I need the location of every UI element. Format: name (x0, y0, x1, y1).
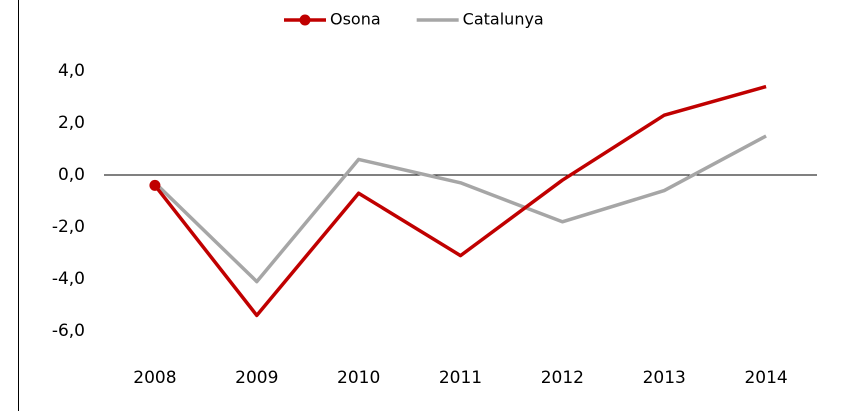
y-tick-label: 2,0 (58, 113, 85, 133)
x-tick-label: 2012 (541, 368, 584, 388)
legend-label: Osona (330, 10, 381, 29)
x-tick-label: 2009 (235, 368, 278, 388)
legend-label: Catalunya (463, 10, 544, 29)
x-tick-label: 2014 (744, 368, 787, 388)
y-tick-label: 0,0 (58, 165, 85, 185)
y-tick-label: -4,0 (52, 269, 85, 289)
line-series (153, 84, 767, 318)
y-tick-label: 4,0 (58, 61, 85, 81)
line-marker (149, 179, 161, 191)
x-tick-label: 2008 (133, 368, 176, 388)
legend-marker (299, 14, 311, 26)
y-tick-label: -6,0 (52, 321, 85, 341)
y-tick-label: -2,0 (52, 217, 85, 237)
line-series (153, 134, 767, 284)
x-tick-label: 2010 (337, 368, 380, 388)
x-tick-label: 2013 (643, 368, 686, 388)
x-tick-label: 2011 (439, 368, 482, 388)
